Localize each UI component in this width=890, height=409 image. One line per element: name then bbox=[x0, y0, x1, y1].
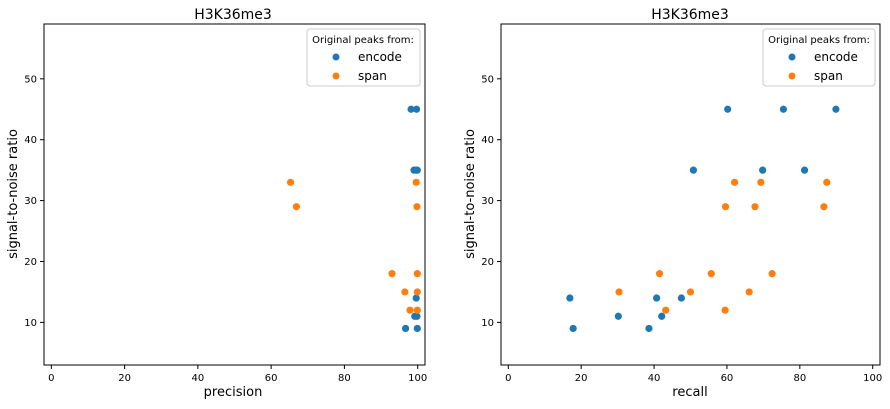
legend-box bbox=[762, 28, 876, 87]
point-span bbox=[823, 178, 831, 186]
y-axis-ticks: 10 20 30 40 50 bbox=[24, 74, 44, 329]
y-axis-ticks: 10 20 30 40 50 bbox=[481, 74, 501, 329]
legend: Original peaks from: encode span bbox=[306, 28, 421, 87]
point-encode bbox=[413, 312, 421, 320]
legend-label-encode: encode bbox=[814, 50, 858, 64]
legend-label-encode: encode bbox=[358, 50, 402, 64]
x-tick-label: 40 bbox=[191, 373, 204, 384]
legend-label-span: span bbox=[358, 69, 387, 83]
point-span bbox=[721, 203, 730, 211]
point-encode bbox=[566, 294, 574, 302]
y-tick-label: 10 bbox=[481, 318, 494, 329]
point-encode bbox=[689, 166, 698, 174]
panel-title: H3K36me3 bbox=[651, 7, 729, 23]
x-axis-ticks: 0 20 40 60 80 100 bbox=[48, 365, 427, 384]
x-axis-label: precision bbox=[204, 385, 263, 400]
x-tick-label: 80 bbox=[793, 373, 806, 384]
point-span bbox=[820, 203, 828, 211]
point-span bbox=[745, 288, 753, 296]
point-span bbox=[406, 306, 414, 314]
legend-box bbox=[306, 28, 421, 87]
x-tick-label: 100 bbox=[863, 373, 882, 384]
point-encode bbox=[413, 166, 421, 174]
point-span bbox=[686, 288, 695, 296]
point-span bbox=[751, 203, 759, 211]
point-span bbox=[655, 270, 664, 278]
point-encode bbox=[653, 294, 661, 302]
x-tick-label: 0 bbox=[505, 373, 511, 384]
legend-marker-encode bbox=[332, 53, 340, 61]
x-tick-label: 0 bbox=[48, 373, 54, 384]
data-points bbox=[286, 105, 421, 333]
legend-title: Original peaks from: bbox=[768, 35, 870, 46]
y-tick-label: 40 bbox=[24, 135, 37, 146]
legend: Original peaks from: encode span bbox=[762, 28, 876, 87]
y-tick-label: 20 bbox=[481, 257, 494, 268]
point-encode bbox=[645, 324, 653, 333]
point-span bbox=[413, 270, 421, 278]
x-tick-label: 100 bbox=[408, 373, 427, 384]
point-encode bbox=[779, 105, 788, 113]
x-tick-label: 20 bbox=[575, 373, 588, 384]
x-tick-label: 80 bbox=[338, 373, 351, 384]
point-encode bbox=[832, 105, 840, 113]
legend-label-span: span bbox=[814, 69, 843, 83]
x-tick-label: 40 bbox=[648, 373, 661, 384]
x-axis-label: recall bbox=[672, 385, 707, 400]
precision-panel: H3K36me3 10 20 30 40 50 0 20 40 60 80 100 precisi… bbox=[6, 7, 427, 400]
point-encode bbox=[407, 105, 415, 113]
point-span bbox=[730, 178, 739, 186]
point-encode bbox=[401, 324, 410, 333]
y-tick-label: 10 bbox=[24, 318, 37, 329]
point-span bbox=[615, 288, 623, 296]
point-span bbox=[768, 270, 776, 278]
y-tick-label: 40 bbox=[481, 135, 494, 146]
point-span bbox=[401, 288, 409, 296]
point-span bbox=[721, 306, 729, 314]
point-span bbox=[413, 203, 421, 211]
x-tick-label: 60 bbox=[265, 373, 278, 384]
point-encode bbox=[800, 166, 809, 174]
panel-title: H3K36me3 bbox=[194, 7, 272, 23]
point-span bbox=[757, 178, 765, 186]
y-tick-label: 50 bbox=[481, 74, 494, 85]
x-axis-ticks: 0 20 40 60 80 100 bbox=[505, 365, 882, 384]
point-span bbox=[292, 203, 301, 211]
point-encode bbox=[724, 105, 732, 113]
data-points bbox=[566, 105, 840, 333]
y-tick-label: 20 bbox=[24, 257, 37, 268]
point-encode bbox=[412, 105, 421, 113]
point-encode bbox=[614, 312, 622, 320]
x-tick-label: 60 bbox=[721, 373, 734, 384]
point-span bbox=[412, 178, 420, 186]
legend-marker-span bbox=[788, 72, 796, 80]
legend-marker-span bbox=[332, 72, 340, 80]
point-span bbox=[413, 306, 421, 314]
point-encode bbox=[412, 294, 420, 302]
y-tick-label: 30 bbox=[481, 196, 494, 207]
y-tick-label: 50 bbox=[24, 74, 37, 85]
point-encode bbox=[759, 166, 767, 174]
legend-title: Original peaks from: bbox=[312, 35, 414, 46]
y-tick-label: 30 bbox=[24, 196, 37, 207]
point-span bbox=[413, 288, 421, 296]
point-encode bbox=[569, 324, 577, 333]
point-span bbox=[707, 270, 715, 278]
point-encode bbox=[658, 312, 666, 320]
point-encode bbox=[413, 324, 421, 333]
point-span bbox=[388, 270, 396, 278]
point-encode bbox=[677, 294, 685, 302]
x-tick-label: 20 bbox=[118, 373, 131, 384]
point-span bbox=[662, 306, 670, 314]
legend-marker-encode bbox=[788, 53, 796, 61]
point-span bbox=[286, 178, 295, 186]
y-axis-label: signal-to-noise ratio bbox=[6, 129, 21, 259]
y-axis-label: signal-to-noise ratio bbox=[463, 129, 478, 259]
